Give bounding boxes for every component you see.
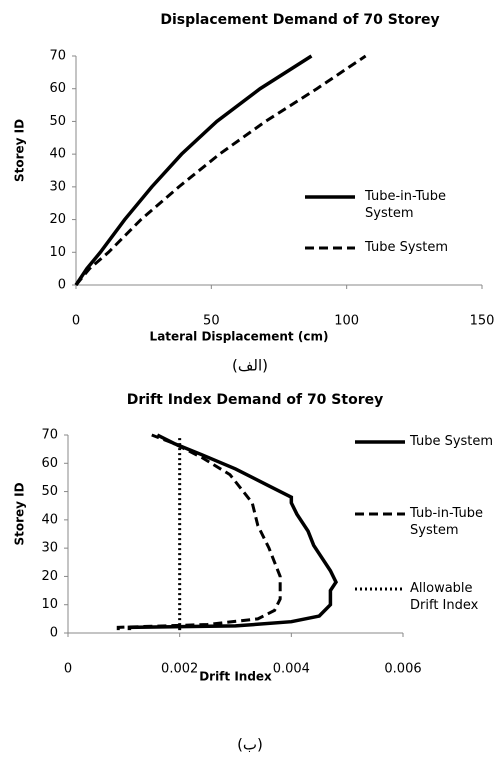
x-tick-label: 0.004 (273, 662, 310, 677)
y-tick-label: 10 (41, 597, 58, 612)
x-axis-label: Drift Index (199, 670, 272, 684)
x-axis-label: Lateral Displacement (cm) (150, 330, 329, 344)
legend-label: Tube System (365, 240, 449, 255)
y-tick-label: 10 (49, 245, 66, 260)
y-tick-label: 50 (41, 484, 58, 499)
y-tick-label: 60 (49, 81, 66, 96)
y-axis-label: Storey ID (13, 482, 27, 545)
y-tick-label: 0 (58, 278, 66, 293)
y-tick-label: 40 (41, 512, 58, 527)
chart-title: Drift Index Demand of 70 Storey (127, 392, 383, 408)
legend-label: Allowable Drift Index (410, 581, 479, 613)
legend-label: Tub-in-Tube System (410, 506, 483, 538)
y-tick-label: 70 (41, 428, 58, 443)
x-tick-label: 50 (203, 314, 220, 329)
y-axis-label: Storey ID (13, 119, 27, 182)
series-line (127, 433, 339, 631)
legend-label: Tube-in-Tube System (365, 189, 446, 221)
series-line (116, 433, 282, 631)
y-tick-label: 40 (49, 147, 66, 162)
y-tick-label: 70 (49, 49, 66, 64)
y-tick-label: 50 (49, 114, 66, 129)
y-tick-label: 20 (41, 569, 58, 584)
y-tick-label: 30 (41, 541, 58, 556)
chart-title: Displacement Demand of 70 Storey (160, 12, 439, 28)
x-tick-label: 0 (64, 662, 72, 677)
caption: (ب) (237, 736, 263, 754)
x-tick-label: 0.002 (161, 662, 198, 677)
legend-label: Tube System (410, 434, 494, 449)
series-line (74, 54, 313, 286)
x-tick-label: 0.006 (384, 662, 421, 677)
y-tick-label: 30 (49, 179, 66, 194)
y-tick-label: 60 (41, 456, 58, 471)
caption: (الف) (232, 357, 268, 375)
x-tick-label: 100 (334, 314, 359, 329)
series-line (74, 54, 367, 286)
y-tick-label: 0 (50, 626, 58, 641)
x-tick-label: 150 (470, 314, 495, 329)
x-tick-label: 0 (72, 314, 80, 329)
y-tick-label: 20 (49, 212, 66, 227)
